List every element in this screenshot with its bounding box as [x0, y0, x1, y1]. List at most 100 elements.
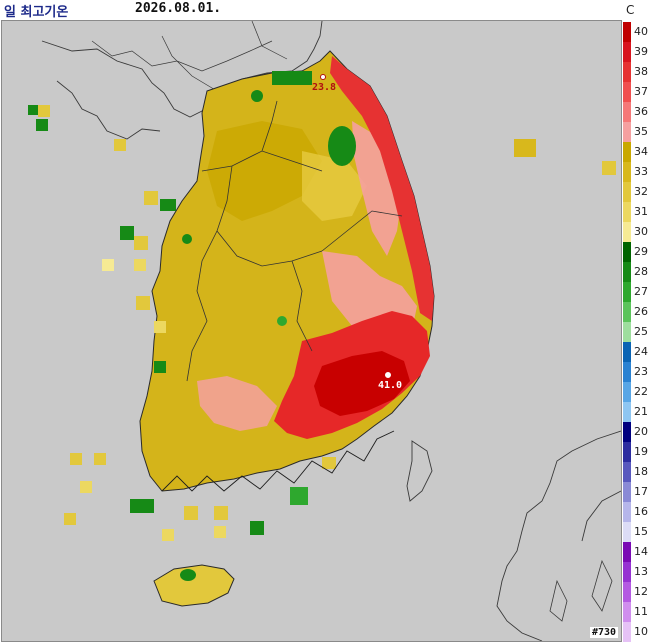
legend-swatch: [623, 82, 631, 102]
legend-value: 36: [634, 105, 648, 118]
cool-spot-west: [182, 234, 192, 244]
legend-value: 14: [634, 545, 648, 558]
legend-swatch: [623, 502, 631, 522]
legend-swatch: [623, 142, 631, 162]
legend-value: 31: [634, 205, 648, 218]
station-label-north: 23.8: [312, 82, 336, 93]
legend-value: 34: [634, 145, 648, 158]
legend-value: 25: [634, 325, 648, 338]
legend-row: 15: [622, 522, 658, 542]
legend-row: 28: [622, 262, 658, 282]
legend-value: 33: [634, 165, 648, 178]
legend-row: 13: [622, 562, 658, 582]
legend-row: 18: [622, 462, 658, 482]
legend-value: 26: [634, 305, 648, 318]
province-boundaries: [186, 100, 403, 382]
legend-value: 11: [634, 605, 648, 618]
legend-value: 37: [634, 85, 648, 98]
legend-swatch: [623, 622, 631, 642]
dokdo: [602, 161, 616, 175]
legend-row: 33: [622, 162, 658, 182]
station-id-label: #730: [590, 627, 619, 638]
japan-islands: [549, 559, 613, 622]
map-canvas: 23.8 41.0: [2, 21, 621, 641]
temperature-legend: 40 39 38 37 36 35 34 33 32 31 30 29 28 27 26 25 24 23 22 21…: [622, 22, 658, 642]
legend-swatch: [623, 402, 631, 422]
legend-row: 29: [622, 242, 658, 262]
legend-swatch: [623, 362, 631, 382]
legend-row: 36: [622, 102, 658, 122]
cool-spot-mountain: [328, 126, 356, 166]
legend-row: 16: [622, 502, 658, 522]
legend-swatch: [623, 462, 631, 482]
legend-value: 40: [634, 25, 648, 38]
legend-value: 17: [634, 485, 648, 498]
legend-row: 23: [622, 362, 658, 382]
pink-zone-southwest: [197, 376, 277, 431]
legend-swatch: [623, 542, 631, 562]
legend-row: 22: [622, 382, 658, 402]
north-inland-border: [91, 21, 288, 92]
legend-value: 12: [634, 585, 648, 598]
legend-swatch: [623, 162, 631, 182]
legend-swatch: [623, 302, 631, 322]
legend-swatch: [623, 482, 631, 502]
legend-value: 30: [634, 225, 648, 238]
legend-swatch: [623, 202, 631, 222]
legend-value: 21: [634, 405, 648, 418]
legend-row: 40: [622, 22, 658, 42]
legend-row: 11: [622, 602, 658, 622]
header-bar: 일 최고기온 2026.08.01. C: [0, 0, 658, 20]
legend-row: 34: [622, 142, 658, 162]
legend-swatch: [623, 582, 631, 602]
temperature-map: 23.8 41.0: [1, 20, 622, 642]
legend-value: 13: [634, 565, 648, 578]
legend-swatch: [623, 22, 631, 42]
north-coastline-west: [56, 80, 161, 140]
jeju-island: [153, 564, 235, 607]
map-date: 2026.08.01.: [135, 1, 222, 16]
legend-row: 14: [622, 542, 658, 562]
legend-row: 12: [622, 582, 658, 602]
legend-swatch: [623, 242, 631, 262]
legend-row: 35: [622, 122, 658, 142]
legend-row: 10: [622, 622, 658, 642]
pink-zone-east: [352, 121, 402, 256]
legend-row: 32: [622, 182, 658, 202]
legend-row: 39: [622, 42, 658, 62]
station-label-southeast: 41.0: [378, 380, 402, 391]
map-title: 일 최고기온: [4, 5, 69, 20]
legend-value: 29: [634, 245, 648, 258]
legend-value: 35: [634, 125, 648, 138]
station-marker-southeast: [385, 372, 391, 378]
legend-row: 24: [622, 342, 658, 362]
east-coast-red-strip: [330, 56, 434, 321]
legend-swatch: [623, 442, 631, 462]
legend-value: 39: [634, 45, 648, 58]
legend-swatch: [623, 42, 631, 62]
legend-swatch: [623, 282, 631, 302]
hottest-core: [314, 351, 410, 416]
legend-row: 37: [622, 82, 658, 102]
legend-swatch: [623, 322, 631, 342]
legend-value: 28: [634, 265, 648, 278]
north-coastline: [41, 21, 323, 118]
west-islands: [28, 105, 336, 541]
legend-swatch: [623, 422, 631, 442]
legend-swatch: [623, 102, 631, 122]
legend-swatch: [623, 62, 631, 82]
legend-swatch: [623, 182, 631, 202]
legend-row: 21: [622, 402, 658, 422]
legend-value: 32: [634, 185, 648, 198]
legend-value: 38: [634, 65, 648, 78]
cool-strip-dmz: [272, 71, 312, 85]
station-marker-north: [320, 74, 326, 80]
temperature-unit: C: [626, 3, 635, 17]
legend-value: 18: [634, 465, 648, 478]
legend-swatch: [623, 262, 631, 282]
legend-row: 26: [622, 302, 658, 322]
south-coastline-detail: [161, 430, 395, 492]
legend-value: 23: [634, 365, 648, 378]
legend-value: 15: [634, 525, 648, 538]
